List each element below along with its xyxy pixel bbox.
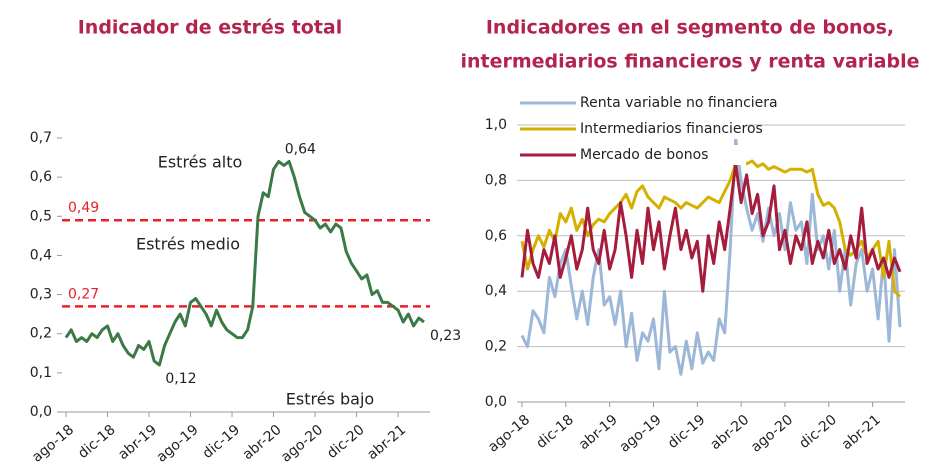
legend-bg xyxy=(576,145,746,165)
legend-bg xyxy=(576,93,746,113)
x-tick-label: abr-21 xyxy=(839,412,884,453)
data-label: 0,23 xyxy=(430,328,461,344)
y-tick-label: 0,6 xyxy=(485,228,507,244)
chart-title: intermediarios financieros y renta varia… xyxy=(460,51,919,73)
legend-label: Intermediarios financieros xyxy=(580,121,763,137)
x-tick-label: abr-20 xyxy=(707,412,752,453)
data-line xyxy=(520,162,902,293)
x-tick-label: abr-19 xyxy=(576,412,621,453)
y-tick-label: 0,0 xyxy=(485,394,507,410)
chart-title: Indicadores en el segmento de bonos, xyxy=(486,17,894,39)
x-tick-label: abr-20 xyxy=(240,422,285,463)
data-line xyxy=(64,160,425,367)
data-line xyxy=(520,137,902,376)
x-tick-label: dic-19 xyxy=(200,422,243,462)
x-tick-label: ago-19 xyxy=(617,412,665,456)
legend-bg xyxy=(576,119,746,139)
annotation: Estrés alto xyxy=(158,153,243,172)
x-tick-label: ago-18 xyxy=(29,422,77,466)
y-tick-label: 0,3 xyxy=(30,287,52,303)
legend-label: Mercado de bonos xyxy=(580,147,708,163)
annotation: Estrés medio xyxy=(136,235,240,254)
annotation: Estrés bajo xyxy=(286,390,374,409)
y-tick-label: 0,7 xyxy=(30,130,52,146)
y-tick-label: 0,2 xyxy=(485,339,507,355)
data-label: 0,64 xyxy=(285,141,316,157)
x-tick-label: abr-21 xyxy=(364,422,409,463)
data-label: 0,12 xyxy=(165,371,196,387)
x-tick-label: dic-18 xyxy=(533,412,576,452)
x-tick-label: ago-20 xyxy=(278,422,326,466)
y-tick-label: 1,0 xyxy=(485,117,507,133)
x-tick-label: ago-19 xyxy=(154,422,202,466)
y-tick-label: 0,4 xyxy=(485,283,507,299)
x-tick-label: dic-20 xyxy=(796,412,839,452)
chart-title: Indicador de estrés total xyxy=(78,17,343,39)
y-tick-label: 0,1 xyxy=(30,365,52,381)
reference-label: 0,49 xyxy=(68,200,99,216)
y-tick-label: 0,6 xyxy=(30,169,52,185)
x-tick-label: ago-20 xyxy=(748,412,796,456)
y-tick-label: 0,0 xyxy=(30,404,52,420)
x-tick-label: dic-20 xyxy=(324,422,367,462)
y-tick-label: 0,4 xyxy=(30,247,52,263)
x-tick-label: ago-18 xyxy=(485,412,533,456)
data-line xyxy=(520,159,902,298)
reference-label: 0,27 xyxy=(68,286,99,302)
legend-label: Renta variable no financiera xyxy=(580,95,778,111)
x-tick-label: dic-18 xyxy=(75,422,118,462)
x-tick-label: dic-19 xyxy=(665,412,708,452)
x-tick-label: abr-19 xyxy=(115,422,160,463)
y-tick-label: 0,2 xyxy=(30,326,52,342)
y-tick-label: 0,5 xyxy=(30,208,52,224)
y-tick-label: 0,8 xyxy=(485,172,507,188)
